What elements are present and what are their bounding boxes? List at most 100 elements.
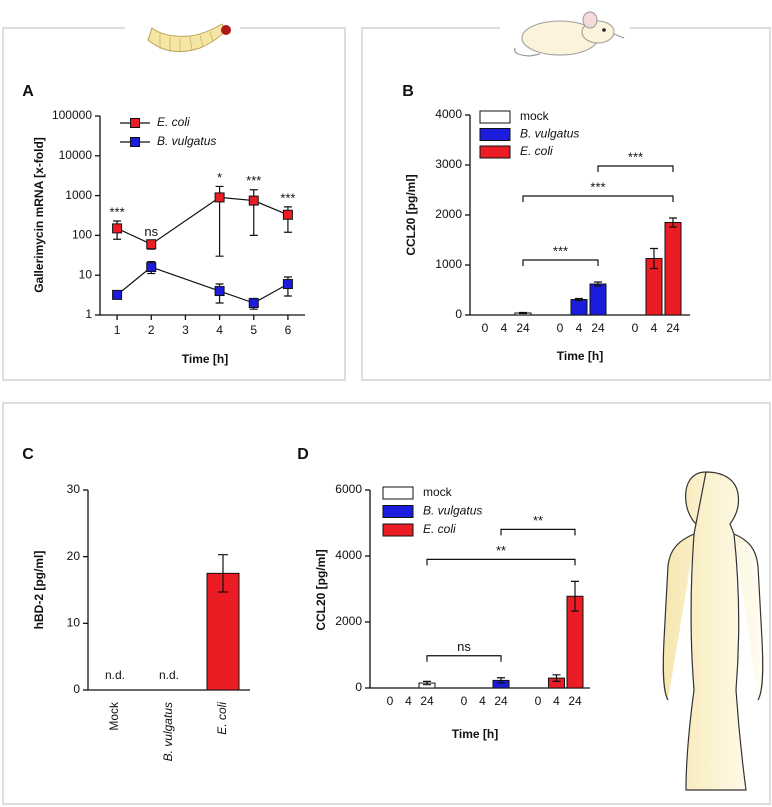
- y-tick-label: 10000: [59, 148, 93, 162]
- x-tick-label: 24: [591, 321, 605, 335]
- x-tick-label: 2: [148, 323, 155, 337]
- y-tick-label: 1000: [435, 257, 462, 271]
- x-tick-label: 4: [405, 694, 412, 708]
- significance-label: ***: [280, 190, 295, 205]
- x-tick-label: 0: [461, 694, 468, 708]
- x-tick-label: 24: [568, 694, 582, 708]
- value-label: n.d.: [159, 668, 179, 682]
- y-tick-label: 100000: [52, 108, 92, 122]
- y-tick-label: 1000: [65, 188, 92, 202]
- panel-box: [2, 402, 771, 805]
- marker: [146, 262, 157, 273]
- error-bar: [497, 677, 505, 684]
- comparison-label: ***: [628, 149, 643, 164]
- x-tick-label: 6: [285, 323, 292, 337]
- x-tick-label: 0: [557, 321, 564, 335]
- y-tick-label: 100: [72, 228, 92, 242]
- value-label: n.d.: [105, 668, 125, 682]
- legend-swatch: [479, 110, 511, 124]
- legend-label: mock: [520, 109, 550, 123]
- x-tick-label: 4: [216, 323, 223, 337]
- x-tick-label: B. vulgatus: [161, 702, 175, 761]
- marker: [214, 286, 225, 297]
- comparison-bracket: [426, 558, 576, 566]
- comparison-bracket: [522, 259, 599, 266]
- error-bar: [423, 680, 431, 686]
- comparison-label: ***: [553, 243, 568, 258]
- legend-swatch: [479, 128, 511, 141]
- x-tick-label: 4: [553, 694, 560, 708]
- comparison-label: **: [533, 513, 543, 528]
- error-bar: [669, 217, 677, 228]
- error-bar: [571, 580, 579, 612]
- panel-label: B: [402, 83, 414, 100]
- error-bar: [650, 247, 658, 270]
- comparison-bracket: [426, 655, 502, 662]
- legend-swatch: [382, 486, 414, 500]
- y-tick-label: 0: [73, 682, 80, 696]
- comparison-label: ns: [457, 639, 471, 654]
- marker: [282, 209, 293, 220]
- error-bar: [552, 674, 561, 682]
- x-tick-label: 0: [632, 321, 639, 335]
- legend-swatch: [130, 118, 140, 128]
- x-tick-label: E. coli: [215, 702, 229, 735]
- y-tick-label: 2000: [435, 207, 462, 221]
- significance-label: ***: [109, 204, 124, 219]
- bar: [589, 283, 607, 316]
- y-axis-label: CCL20 [pg/ml]: [404, 174, 418, 255]
- y-tick-label: 10: [79, 267, 93, 281]
- x-tick-label: 24: [420, 694, 434, 708]
- series-line: [116, 196, 289, 245]
- comparison-bracket: [597, 165, 674, 172]
- y-axis-label: hBD-2 [pg/ml]: [32, 551, 46, 630]
- panel-label: A: [22, 83, 34, 100]
- y-tick-label: 30: [67, 482, 81, 496]
- legend-swatch: [479, 145, 511, 159]
- bar: [206, 572, 240, 691]
- bar: [570, 299, 588, 316]
- legend-label: E. coli: [157, 115, 190, 129]
- x-axis-label: Time [h]: [452, 727, 498, 741]
- legend-label: mock: [423, 485, 453, 499]
- y-tick-label: 6000: [335, 482, 362, 496]
- marker: [146, 239, 157, 250]
- series-line: [116, 266, 289, 304]
- x-axis-label: Time [h]: [182, 352, 228, 366]
- x-tick-label: 4: [651, 321, 658, 335]
- panel-label: D: [297, 446, 309, 463]
- legend-label: E. coli: [520, 144, 553, 158]
- error-bar: [218, 554, 228, 593]
- x-tick-label: 24: [494, 694, 508, 708]
- marker: [248, 195, 259, 206]
- legend-swatch: [382, 523, 414, 537]
- marker: [214, 192, 225, 203]
- significance-label: ns: [144, 224, 158, 239]
- y-axis-label: Gallerimycin mRNA [x-fold]: [32, 137, 46, 293]
- y-tick-label: 1: [85, 307, 92, 321]
- y-axis-label: CCL20 [pg/ml]: [314, 549, 328, 630]
- marker: [112, 289, 123, 300]
- comparison-label: ***: [590, 179, 605, 194]
- x-tick-label: 24: [666, 321, 680, 335]
- y-tick-label: 2000: [335, 614, 362, 628]
- comparison-bracket: [522, 195, 674, 202]
- y-tick-label: 3000: [435, 157, 462, 171]
- x-tick-label: 24: [516, 321, 530, 335]
- x-tick-label: 0: [535, 694, 542, 708]
- legend-label: B. vulgatus: [157, 134, 216, 148]
- y-tick-label: 4000: [335, 548, 362, 562]
- legend-label: E. coli: [423, 522, 456, 536]
- mouse-icon: [500, 5, 630, 60]
- bar: [664, 222, 682, 316]
- marker: [112, 223, 123, 234]
- x-axis-label: Time [h]: [557, 349, 603, 363]
- y-tick-label: 4000: [435, 107, 462, 121]
- significance-label: ***: [246, 173, 261, 188]
- x-tick-label: 1: [114, 323, 121, 337]
- error-bar: [519, 311, 527, 315]
- y-tick-label: 20: [67, 549, 81, 563]
- y-tick-label: 10: [67, 616, 81, 630]
- x-tick-label: 4: [479, 694, 486, 708]
